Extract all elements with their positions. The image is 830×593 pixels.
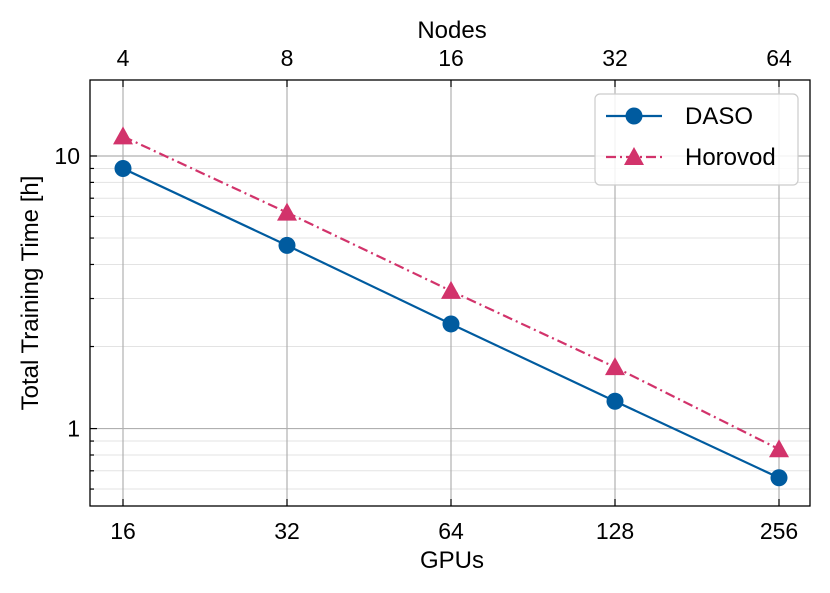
x-tick-label: 256	[760, 518, 798, 544]
top-x-tick-label: 32	[602, 45, 628, 71]
top-x-tick-label: 8	[281, 45, 294, 71]
x-tick-label: 128	[596, 518, 634, 544]
x-tick-label: 32	[274, 518, 300, 544]
y-axis-title: Total Training Time [h]	[17, 176, 44, 411]
top-x-tick-label: 4	[117, 45, 130, 71]
data-point-daso	[770, 469, 788, 487]
x-tick-label: 64	[438, 518, 464, 544]
legend-daso-marker	[625, 107, 643, 125]
data-point-horovod	[769, 439, 789, 458]
axes: 1 10 16 4 32 8 64 16 128 32 256 64	[54, 45, 798, 544]
x-tick-label: 16	[110, 518, 136, 544]
data-point-daso	[114, 159, 132, 177]
top-x-tick-label: 16	[438, 45, 464, 71]
data-point-horovod	[605, 357, 625, 376]
y-tick-label: 1	[67, 416, 80, 442]
data-point-horovod	[441, 280, 461, 299]
legend-daso-label: DASO	[685, 103, 753, 130]
series-layer	[113, 126, 789, 487]
y-tick-label: 10	[54, 143, 80, 169]
legend-horovod-label: Horovod	[685, 144, 776, 171]
legend: DASO Horovod	[594, 93, 799, 186]
data-point-daso	[606, 392, 624, 410]
top-x-tick-label: 64	[766, 45, 792, 71]
data-point-horovod	[113, 126, 133, 145]
legend-horovod-marker	[624, 147, 644, 165]
top-x-axis-title: Nodes	[417, 17, 486, 44]
data-point-daso	[442, 315, 460, 333]
x-axis-title: GPUs	[420, 547, 484, 574]
data-point-daso	[278, 236, 296, 254]
data-point-horovod	[277, 202, 297, 221]
plot-frame	[89, 79, 811, 507]
